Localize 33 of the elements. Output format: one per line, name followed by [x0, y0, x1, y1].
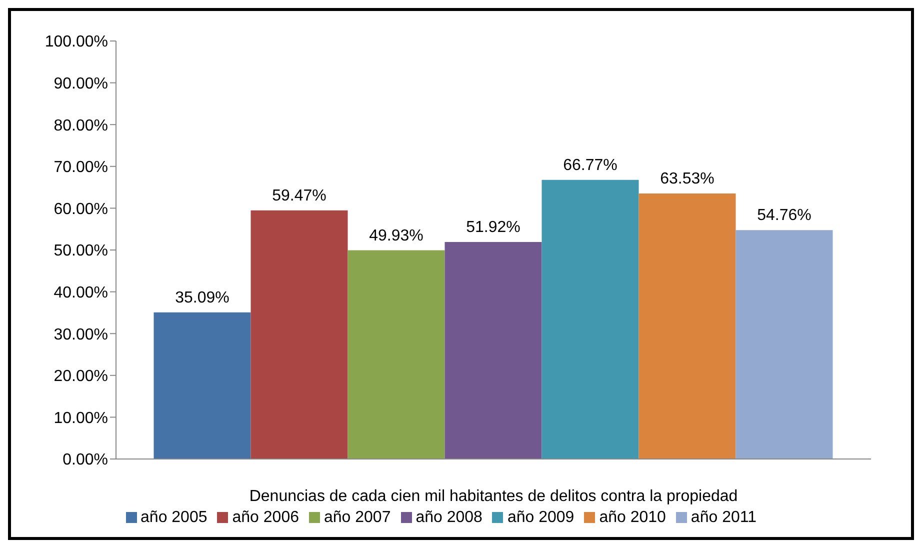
bar — [348, 250, 445, 459]
data-label: 54.76% — [757, 207, 812, 224]
y-tick-label: 80.00% — [54, 117, 108, 134]
y-tick-label: 60.00% — [54, 200, 108, 218]
y-tick-label: 50.00% — [54, 242, 108, 260]
legend-label: año 2009 — [507, 509, 574, 526]
bar — [250, 210, 348, 459]
bar — [638, 193, 736, 459]
bar — [736, 230, 833, 459]
data-label: 35.09% — [175, 289, 230, 306]
legend-label: año 2011 — [690, 509, 756, 526]
y-tick-label: 70.00% — [54, 159, 108, 176]
y-tick-label: 0.00% — [62, 452, 108, 469]
y-tick-label: 40.00% — [54, 284, 108, 302]
legend-label: año 2010 — [599, 509, 666, 526]
legend-label: año 2008 — [416, 509, 482, 526]
y-tick-label: 10.00% — [54, 410, 108, 427]
bar — [154, 312, 251, 459]
legend-label: año 2007 — [324, 509, 391, 526]
data-label: 59.47% — [272, 187, 326, 204]
y-tick-label: 100.00% — [44, 34, 108, 51]
bar — [444, 242, 542, 459]
data-label: 63.53% — [660, 170, 714, 188]
x-axis-title: Denuncias de cada cien mil habitantes de delitos contra la propiedad — [249, 488, 738, 505]
y-tick-label: 30.00% — [54, 326, 108, 344]
data-label: 51.92% — [466, 218, 520, 236]
data-label: 49.93% — [369, 227, 424, 244]
y-tick-label: 20.00% — [54, 368, 108, 386]
legend-label: año 2005 — [140, 509, 208, 526]
data-label: 66.77% — [563, 156, 618, 174]
legend-label: año 2006 — [232, 509, 299, 526]
bar — [542, 180, 639, 459]
y-tick-label: 90.00% — [54, 75, 108, 92]
